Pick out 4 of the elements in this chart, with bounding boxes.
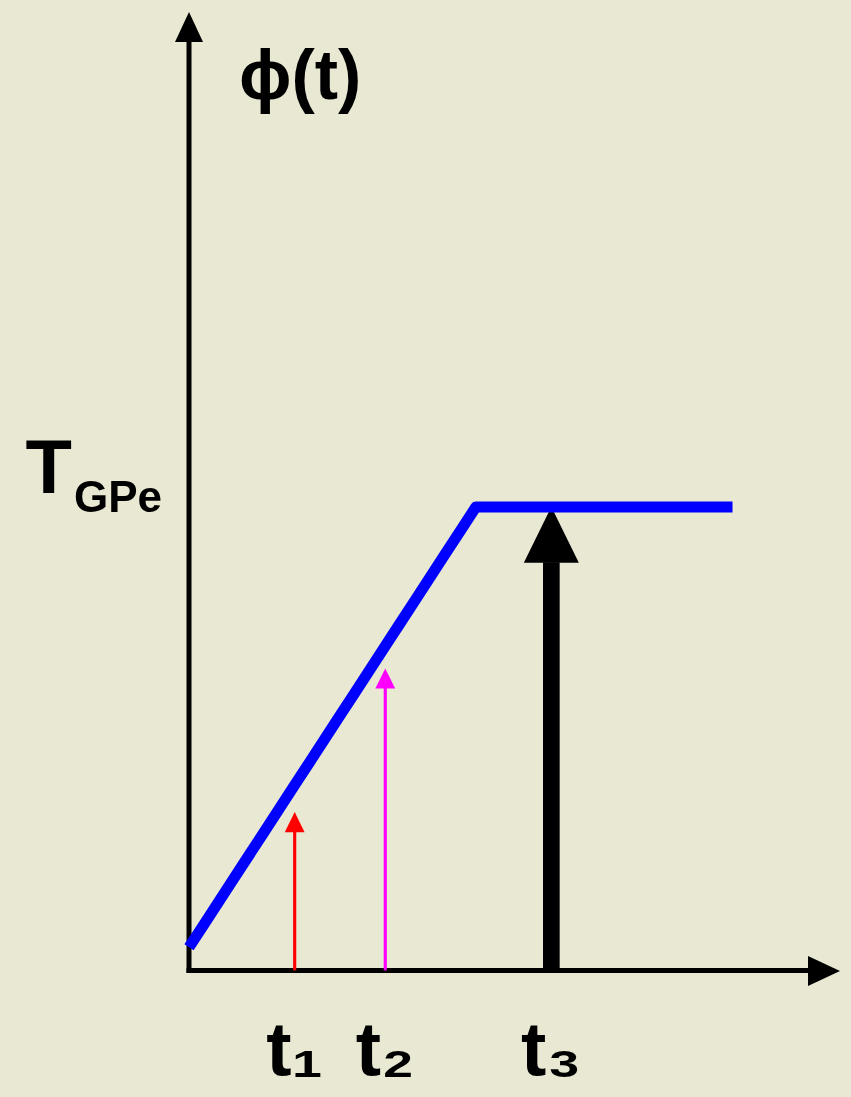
x-tick-label: t₂ bbox=[355, 1006, 415, 1092]
x-tick-label: t₁ bbox=[266, 1006, 324, 1092]
text: ϕ(t) bbox=[239, 35, 362, 114]
x-tick-label: t₃ bbox=[521, 1006, 582, 1092]
